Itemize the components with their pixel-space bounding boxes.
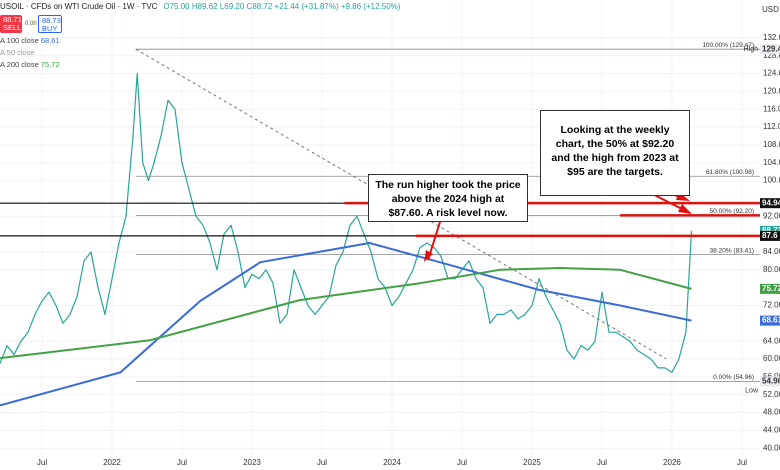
fib-label: 0.00% (54.96)	[713, 374, 754, 381]
legend-name: A 100 close	[0, 36, 39, 45]
x-tick-label: Jul	[737, 458, 747, 467]
y-tick-label: 44.00	[763, 425, 780, 434]
y-tick-label: 72.00	[763, 301, 780, 310]
ohlc: O75.00 H89.62 L69.20 C88.72 +21.44 (+31.…	[163, 2, 401, 11]
x-tick-label: 2022	[103, 458, 121, 467]
y-tick-label: 64.00	[763, 336, 780, 345]
price-tag-label: 54.96	[762, 377, 780, 386]
y-tick-label: 48.00	[763, 408, 780, 417]
spread: 0.0h	[25, 21, 37, 27]
price-tag-label: 75.72	[762, 284, 780, 293]
price-tag	[760, 44, 780, 55]
header: USOIL · CFDs on WTI Crude Oil · 1W · TVC…	[0, 2, 400, 11]
x-tick-label: 2025	[523, 458, 541, 467]
price-tag	[760, 198, 780, 209]
fib-label: 61.80% (100.98)	[706, 169, 754, 176]
buy-text: BUY	[42, 24, 58, 33]
x-tick-label: Jul	[177, 458, 187, 467]
x-tick-label: Jul	[317, 458, 327, 467]
legend-item: A 200 close 75.72	[0, 60, 60, 69]
price-tag-name: High	[744, 46, 759, 53]
y-tick-label: 108.00	[763, 140, 780, 149]
price-tag	[760, 283, 780, 294]
arrowhead	[424, 250, 433, 262]
legend-name: A 200 close	[0, 60, 39, 69]
price-tag-label: 94.94	[762, 198, 780, 207]
price-tag	[760, 315, 780, 326]
x-tick-label: 2023	[243, 458, 261, 467]
y-tick-label: 120.00	[763, 87, 780, 96]
symbol-title: USOIL · CFDs on WTI Crude Oil · 1W · TVC	[0, 2, 158, 11]
price-line	[0, 73, 693, 373]
x-tick-label: 2026	[663, 458, 681, 467]
y-tick-label: 92.00	[763, 211, 780, 220]
legend-value: 75.72	[40, 60, 60, 69]
price-tag	[760, 230, 780, 241]
annotation: Looking at the weekly chart, the 50% at …	[540, 110, 690, 196]
fib-label: 38.20% (83.41)	[710, 247, 754, 254]
sell-price: 88.71	[3, 15, 22, 24]
y-tick-label: 112.00	[763, 122, 780, 131]
sell-text: SELL	[3, 23, 22, 32]
y-tick-label: 132.00	[763, 33, 780, 42]
x-tick-label: Jul	[597, 458, 607, 467]
fib-label: 50.00% (92.20)	[710, 208, 754, 215]
x-tick-label: Jul	[37, 458, 47, 467]
legend-value: 68.61	[40, 36, 60, 45]
legend-item: A 50 close	[0, 48, 35, 57]
buy-button[interactable]: 88.73 BUY	[38, 15, 62, 33]
y-tick-label: 60.00	[763, 354, 780, 363]
y-tick-label: 124.00	[763, 69, 780, 78]
currency: USD	[762, 5, 779, 14]
moving-average	[0, 267, 692, 360]
fib-label: 100.00% (129.47)	[702, 42, 754, 49]
y-tick-label: 104.00	[763, 158, 780, 167]
price-tag-label: 129.47	[762, 44, 780, 53]
y-tick-label: 80.00	[763, 265, 780, 274]
y-tick-label: 100.00	[763, 176, 780, 185]
sell-button[interactable]: 88.71 SELL	[0, 15, 22, 33]
annotation: The run higher took the price above the …	[368, 174, 528, 222]
y-tick-label: 116.00	[763, 104, 780, 113]
price-tag	[760, 376, 780, 387]
price-tag-label: 68.61	[762, 316, 780, 325]
moving-average	[0, 242, 692, 407]
y-tick-label: 84.00	[763, 247, 780, 256]
price-tag-label: 87.6	[762, 231, 778, 240]
arrowhead	[678, 204, 692, 214]
y-tick-label: 52.00	[763, 390, 780, 399]
y-tick-label: 128.00	[763, 51, 780, 60]
price-tag-name: Low	[745, 387, 759, 394]
x-tick-label: 2024	[383, 458, 401, 467]
y-tick-label: 40.00	[763, 443, 780, 452]
x-tick-label: Jul	[457, 458, 467, 467]
legend-item: A 100 close 68.61	[0, 36, 60, 45]
legend-name: A 50 close	[0, 48, 35, 57]
y-tick-label: 56.00	[763, 372, 780, 381]
buy-price: 88.73	[42, 16, 61, 25]
price-tag-label: 88.72	[762, 226, 780, 235]
